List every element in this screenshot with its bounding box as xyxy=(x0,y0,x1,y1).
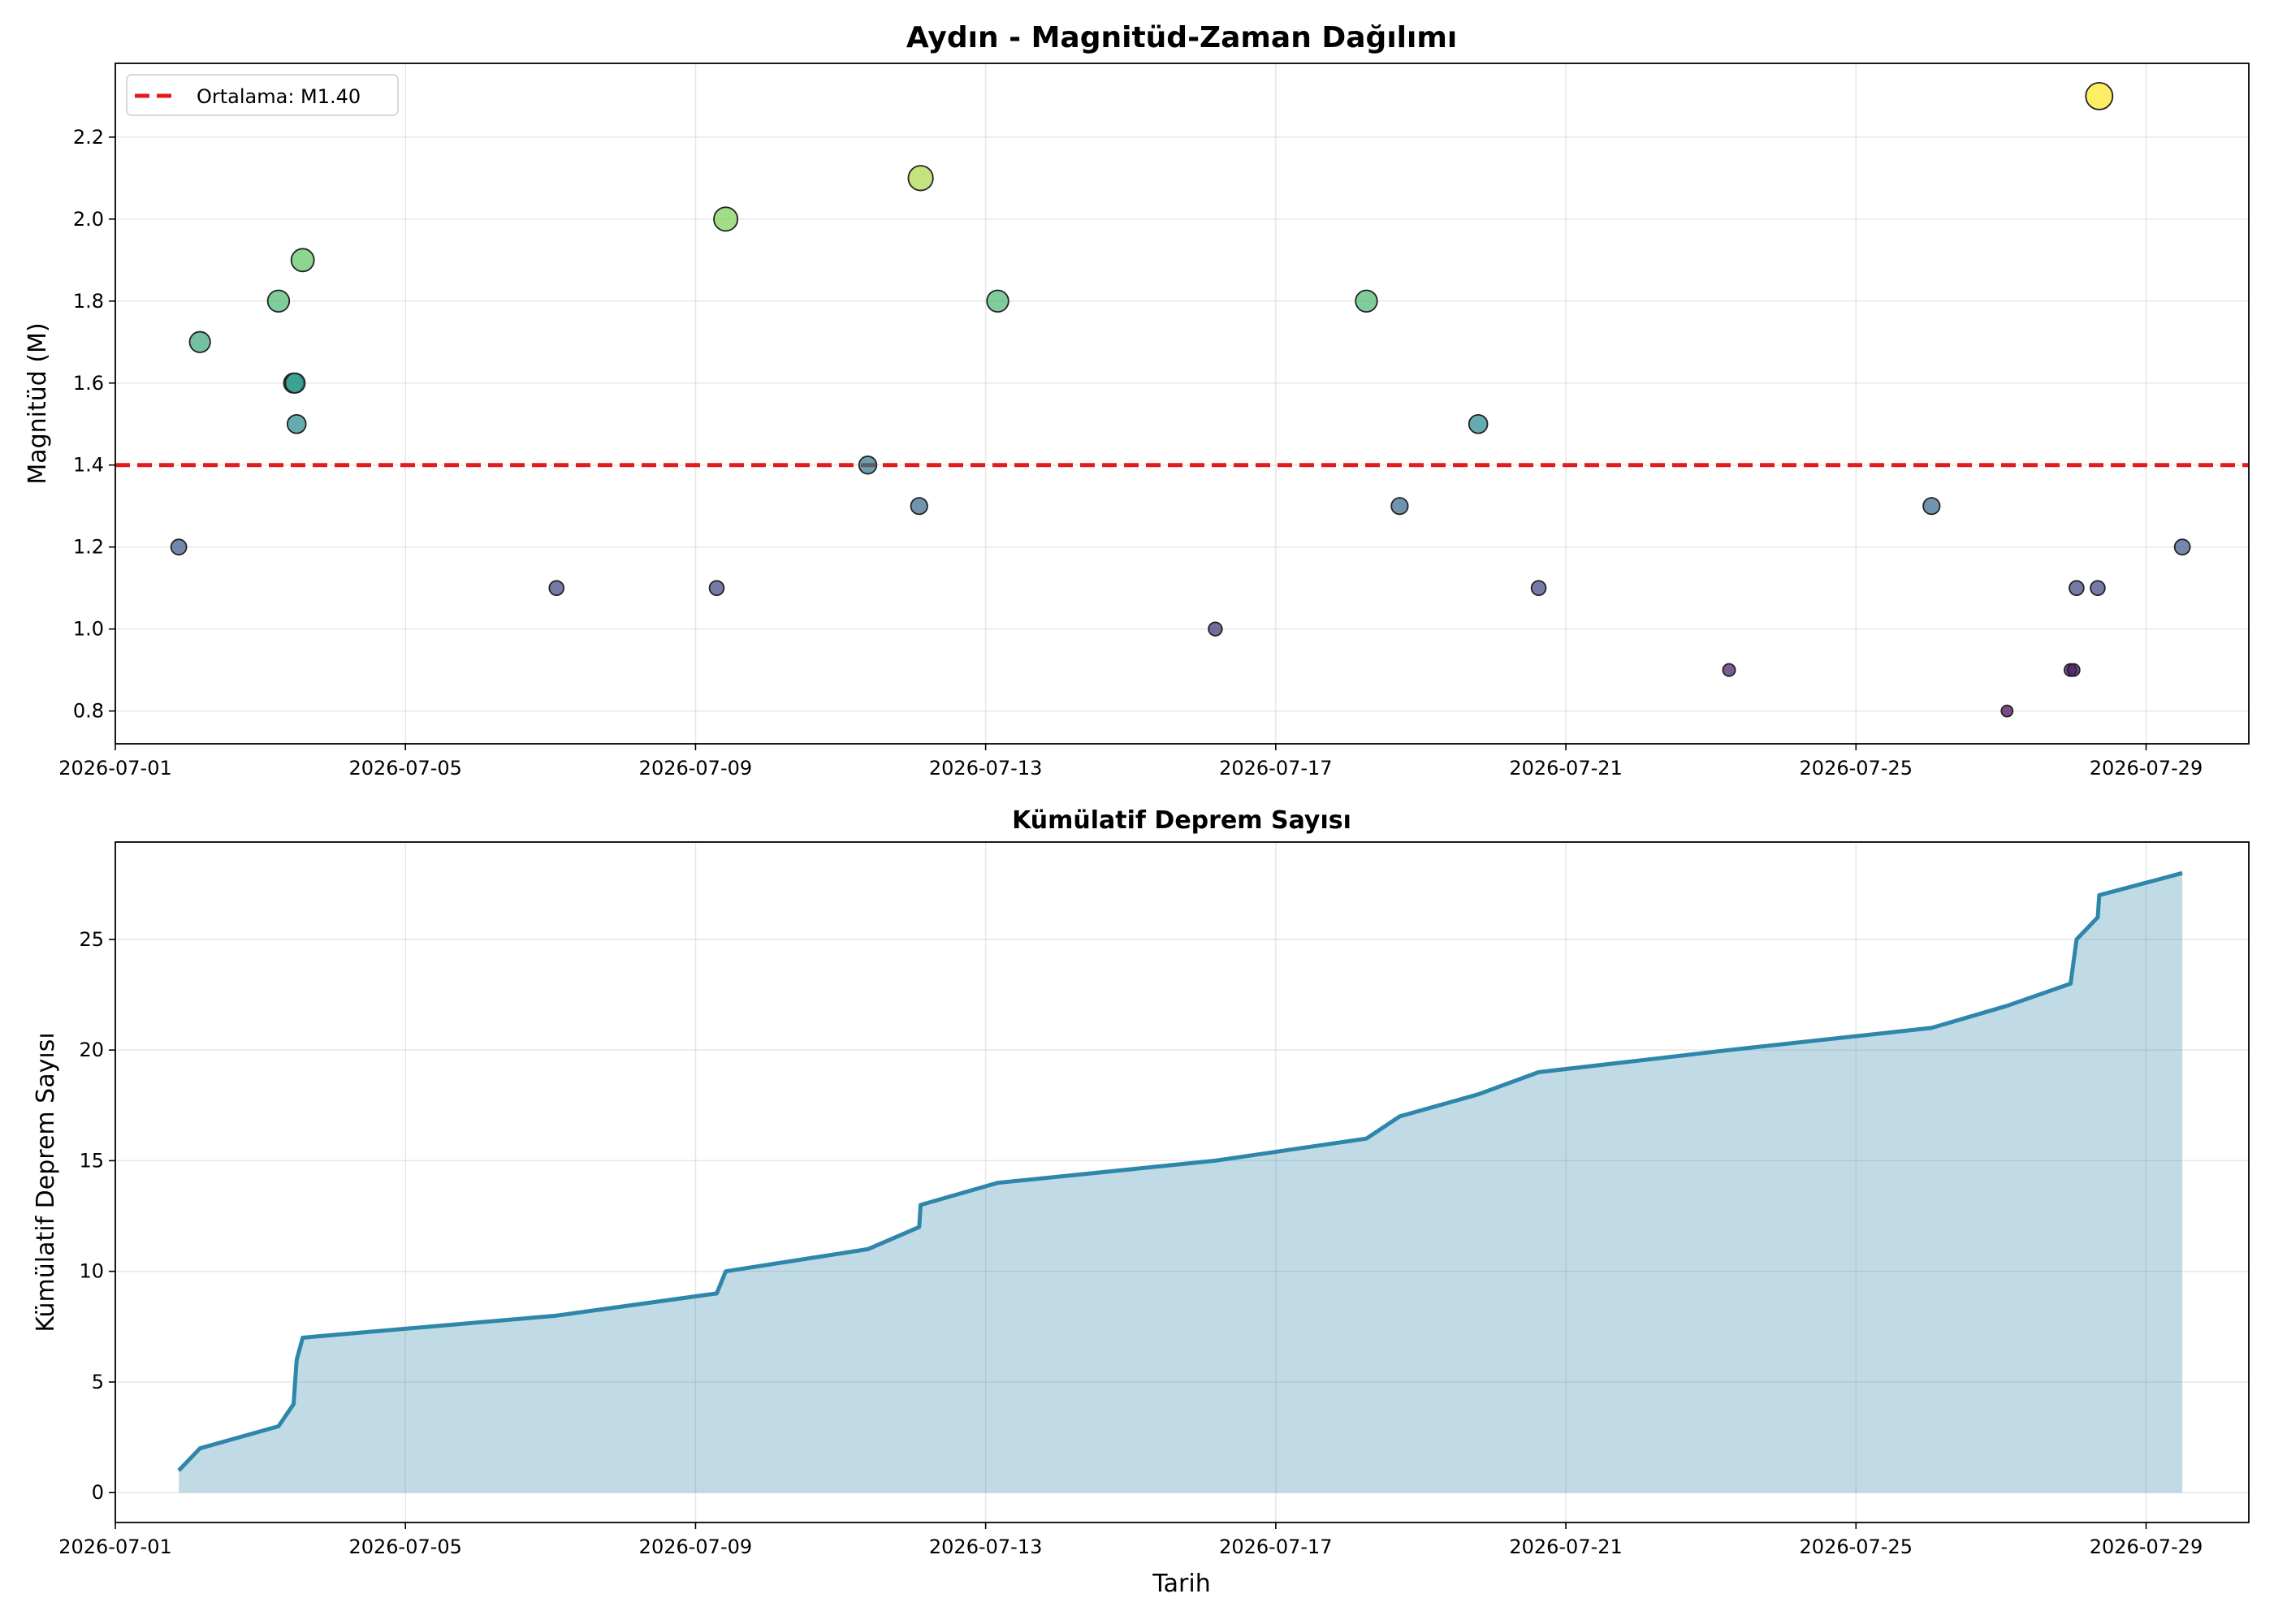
x-tick-label: 2026-07-09 xyxy=(639,757,752,780)
quake-point xyxy=(170,538,188,556)
x-tick-label: 2026-07-17 xyxy=(1219,1535,1332,1558)
chart1-frame xyxy=(115,63,2250,745)
y-tick-label: 1.4 xyxy=(73,454,104,477)
quake-point xyxy=(2085,81,2114,110)
y-tick-label: 20 xyxy=(79,1039,104,1061)
chart2-y-ticks: 0 5 10 15 20 25 xyxy=(79,928,115,1504)
y-tick-label: 10 xyxy=(79,1260,104,1283)
x-tick-label: 2026-07-13 xyxy=(929,1535,1042,1558)
chart2-x-label: Tarih xyxy=(1152,1570,1210,1598)
y-tick-label: 1.2 xyxy=(73,536,104,559)
chart1-x-ticks: 2026-07-01 2026-07-05 2026-07-09 2026-07-13… xyxy=(58,744,2203,780)
chart1-title: Aydın - Magnitüd-Zaman Dağılımı xyxy=(906,21,1457,54)
quake-point xyxy=(1390,497,1409,516)
x-tick-label: 2026-07-09 xyxy=(639,1535,752,1558)
x-tick-label: 2026-07-17 xyxy=(1219,757,1332,780)
y-tick-label: 0 xyxy=(92,1481,104,1504)
quake-point xyxy=(2069,580,2085,596)
quake-point xyxy=(858,456,878,475)
magnitude-points xyxy=(170,81,2191,718)
y-tick-label: 5 xyxy=(92,1371,104,1393)
chart1-y-ticks: 0.8 1.0 1.2 1.4 1.6 1.8 2.0 2.2 xyxy=(73,126,115,723)
quake-point xyxy=(1355,289,1378,313)
quake-point xyxy=(986,289,1009,313)
x-tick-label: 2026-07-29 xyxy=(2090,757,2203,780)
y-tick-label: 15 xyxy=(79,1149,104,1172)
x-tick-label: 2026-07-25 xyxy=(1800,757,1913,780)
y-tick-label: 1.8 xyxy=(73,290,104,313)
y-tick-label: 1.6 xyxy=(73,372,104,395)
quake-point xyxy=(548,580,565,596)
magnitude-time-chart: Aydın - Magnitüd-Zaman Dağılımı 2026-07-… xyxy=(24,21,2250,780)
quake-point xyxy=(708,580,725,596)
quake-point xyxy=(188,330,211,353)
y-tick-label: 25 xyxy=(79,928,104,951)
x-tick-label: 2026-07-05 xyxy=(348,757,461,780)
chart1-grid xyxy=(115,63,2249,744)
cumulative-area xyxy=(179,873,2183,1493)
quake-point xyxy=(2090,580,2106,596)
chart2-y-label: Kümülatif Deprem Sayısı xyxy=(32,1032,60,1332)
chart1-y-label: Magnitüd (M) xyxy=(24,322,52,484)
chart2-title: Kümülatif Deprem Sayısı xyxy=(1012,806,1351,835)
quake-point xyxy=(910,497,928,516)
chart2-grid xyxy=(115,842,2249,1522)
y-tick-label: 2.2 xyxy=(73,126,104,149)
chart2-frame xyxy=(115,841,2250,1523)
chart1-legend: Ortalama: M1.40 xyxy=(126,74,399,116)
legend-label: Ortalama: M1.40 xyxy=(197,85,361,108)
x-tick-label: 2026-07-01 xyxy=(58,1535,171,1558)
x-tick-label: 2026-07-25 xyxy=(1800,1535,1913,1558)
quake-point xyxy=(1468,413,1489,434)
quake-point xyxy=(2173,538,2191,556)
quake-point xyxy=(266,289,291,313)
legend-box xyxy=(126,74,399,116)
quake-point xyxy=(1208,621,1223,637)
quake-point xyxy=(2000,704,2014,718)
y-tick-label: 0.8 xyxy=(73,700,104,723)
x-tick-label: 2026-07-05 xyxy=(348,1535,461,1558)
y-tick-label: 2.0 xyxy=(73,208,104,231)
x-tick-label: 2026-07-21 xyxy=(1509,1535,1622,1558)
chart2-x-ticks: 2026-07-01 2026-07-05 2026-07-09 2026-07-13… xyxy=(58,1522,2203,1558)
quake-point xyxy=(2066,663,2081,677)
quake-point xyxy=(1722,663,1736,677)
quake-point xyxy=(286,413,307,434)
quake-point xyxy=(1530,580,1547,596)
x-tick-label: 2026-07-21 xyxy=(1509,757,1622,780)
x-tick-label: 2026-07-01 xyxy=(58,757,171,780)
quake-point xyxy=(907,165,934,192)
quake-point xyxy=(1922,497,1941,516)
quake-point xyxy=(713,206,739,232)
quake-point xyxy=(284,372,306,394)
cumulative-line xyxy=(177,870,2183,1472)
cumulative-count-chart: Kümülatif Deprem Sayısı 2026-07-01 2026-0… xyxy=(32,806,2250,1598)
x-tick-label: 2026-07-13 xyxy=(929,757,1042,780)
quake-point xyxy=(290,248,315,273)
y-tick-label: 1.0 xyxy=(73,618,104,641)
x-tick-label: 2026-07-29 xyxy=(2090,1535,2203,1558)
